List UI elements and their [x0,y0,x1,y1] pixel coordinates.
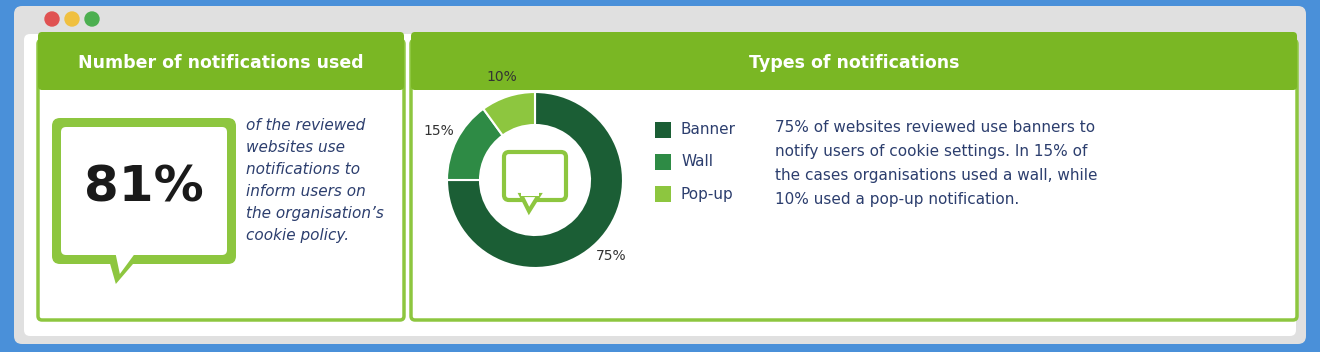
Text: 75%: 75% [597,249,627,263]
Bar [655,154,671,170]
Text: of the reviewed: of the reviewed [246,118,366,133]
Text: Wall: Wall [681,155,713,170]
Circle shape [45,12,59,26]
Polygon shape [108,256,140,284]
Text: 10% used a pop-up notification.: 10% used a pop-up notification. [775,192,1019,207]
Circle shape [65,12,79,26]
Text: websites use: websites use [246,140,345,155]
Bar [655,122,671,138]
FancyBboxPatch shape [411,40,1298,320]
Text: 75% of websites reviewed use banners to: 75% of websites reviewed use banners to [775,120,1096,135]
FancyBboxPatch shape [61,127,227,255]
FancyBboxPatch shape [504,152,566,200]
Circle shape [84,12,99,26]
Text: Pop-up: Pop-up [681,187,734,201]
Text: the organisation’s: the organisation’s [246,206,384,221]
Text: Banner: Banner [681,122,737,138]
FancyBboxPatch shape [51,118,236,264]
FancyBboxPatch shape [38,32,404,90]
Bar [655,186,671,202]
Polygon shape [521,195,539,211]
FancyBboxPatch shape [24,34,1296,336]
Wedge shape [483,92,535,136]
Text: Number of notifications used: Number of notifications used [78,54,364,72]
Text: 15%: 15% [424,124,454,138]
Text: notifications to: notifications to [246,162,360,177]
Polygon shape [116,255,133,274]
Bar [414,65,1294,86]
FancyBboxPatch shape [15,6,1305,344]
Circle shape [480,126,589,234]
Wedge shape [447,109,503,180]
FancyBboxPatch shape [411,32,1298,90]
FancyBboxPatch shape [38,40,404,320]
Text: notify users of cookie settings. In 15% of: notify users of cookie settings. In 15% … [775,144,1088,159]
Text: inform users on: inform users on [246,184,366,199]
Bar [521,192,539,196]
Text: 10%: 10% [486,70,517,84]
Wedge shape [447,92,623,268]
Text: 81%: 81% [84,163,203,211]
Text: cookie policy.: cookie policy. [246,228,348,243]
Text: the cases organisations used a wall, while: the cases organisations used a wall, whi… [775,168,1097,183]
Text: Types of notifications: Types of notifications [748,54,960,72]
Bar [42,65,400,86]
